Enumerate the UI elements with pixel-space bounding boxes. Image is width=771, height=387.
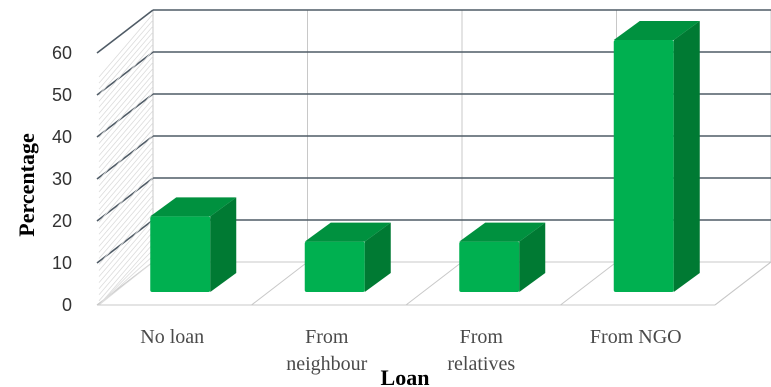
side-wall-hatch (98, 183, 154, 247)
side-wall-hatch (98, 249, 154, 306)
bar-front-face (150, 216, 211, 292)
side-wall-hatch (98, 37, 154, 102)
floor-gridline (405, 261, 463, 306)
side-wall-hatch (98, 261, 154, 306)
side-wall-hatch (98, 110, 154, 175)
side-wall-hatch (98, 201, 154, 265)
bar-top-face (459, 222, 546, 242)
y-axis-title: Percentage (14, 133, 39, 237)
side-wall-hatch (98, 80, 154, 144)
x-category-labels: No loan From neighbour From relatives From NG… (140, 326, 681, 375)
floor-right-edge (714, 261, 771, 306)
side-wall-gridline (96, 51, 154, 96)
x-category-label: relatives (447, 353, 515, 375)
side-wall-hatch (98, 140, 154, 205)
side-wall-hatch (98, 164, 154, 229)
side-wall-hatch (98, 98, 154, 162)
bar-top-face (304, 222, 391, 242)
y-tick-label: 30 (52, 169, 72, 189)
side-wall-hatch (98, 225, 154, 289)
side-wall-hatch (98, 134, 154, 199)
bar-side-face (673, 21, 700, 292)
side-wall-hatch (98, 62, 154, 126)
side-wall-hatch (98, 237, 154, 302)
bar-top-face (150, 197, 237, 217)
side-wall-hatch (98, 177, 154, 241)
bar-top-face (613, 21, 700, 40)
bar-front-face (304, 241, 365, 292)
bar (150, 197, 237, 292)
side-wall-hatch (98, 207, 154, 271)
bar (459, 222, 546, 292)
side-wall-hatch (98, 19, 154, 84)
bars (150, 21, 700, 292)
side-wall-hatch (98, 122, 154, 187)
x-axis-title: Loan (381, 365, 430, 387)
side-wall-hatch (98, 50, 154, 114)
side-wall-hatch (98, 56, 154, 120)
side-wall-hatch (98, 92, 154, 156)
side-wall-hatch (98, 152, 154, 217)
side-wall-hatch (98, 195, 154, 259)
side-wall-hatch (98, 104, 154, 169)
side-wall-hatch (98, 31, 154, 96)
side-wall-hatch (98, 219, 154, 283)
x-category-label: From (460, 326, 504, 348)
y-tick-label: 50 (52, 85, 72, 105)
x-category-label: From (305, 326, 349, 348)
side-wall-hatch (98, 213, 154, 277)
side-wall-hatch (98, 25, 154, 90)
side-wall-hatch (98, 146, 154, 211)
y-tick-label: 40 (52, 127, 72, 147)
bar (613, 21, 700, 292)
y-tick-label: 10 (52, 253, 72, 273)
side-wall-hatch (98, 68, 154, 132)
side-wall-hatch (98, 231, 154, 296)
y-tick-label: 0 (62, 295, 72, 315)
side-wall-hatch (98, 44, 154, 108)
floor-gridline (560, 261, 617, 306)
y-tick-label: 20 (52, 211, 72, 231)
y-tick-label: 60 (52, 43, 72, 63)
side-wall-hatch (98, 74, 154, 138)
side-wall-gridline (96, 93, 154, 138)
bar-side-face (519, 222, 546, 292)
bar-front-face (459, 241, 520, 292)
x-category-label: From NGO (590, 326, 682, 348)
side-wall-hatch (98, 255, 154, 306)
side-wall-hatch (98, 86, 154, 150)
floor-gridline (251, 261, 308, 306)
side-wall-gridline (96, 9, 154, 54)
side-wall-hatch (98, 158, 154, 223)
side-wall-hatch (98, 189, 154, 253)
x-category-label: neighbour (286, 353, 367, 375)
side-wall-hatch (98, 171, 154, 235)
x-category-label: No loan (140, 326, 204, 348)
bar (304, 222, 391, 292)
bar-side-face (364, 222, 391, 292)
side-wall-hatch (98, 243, 154, 306)
bar-side-face (210, 197, 237, 292)
bar-front-face (613, 40, 674, 292)
side-wall-hatch (98, 116, 154, 181)
y-tick-labels: 0 10 20 30 40 50 60 (52, 43, 72, 315)
side-wall-hatch (98, 13, 154, 78)
side-wall-hatch (98, 128, 154, 193)
